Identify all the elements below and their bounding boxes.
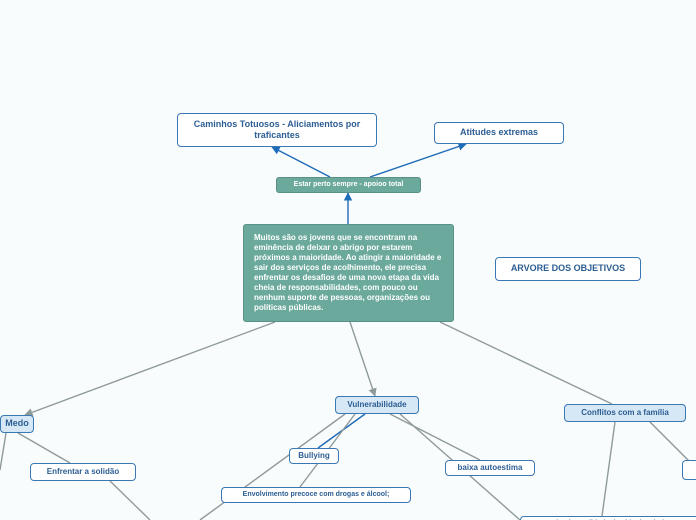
node-falta[interactable]: Falta de qualidade de vida doméstica [520,516,696,520]
node-central[interactable]: Muitos são os jovens que se encontram na… [243,224,454,322]
node-conflitos[interactable]: Conflitos com a família [564,404,686,422]
node-solidao[interactable]: Enfrentar a solidão [30,463,136,481]
node-envolv[interactable]: Envolvimento precoce com drogas e álcool… [221,487,411,503]
node-autoestima[interactable]: baixa autoestima [445,460,535,476]
node-caminhos[interactable]: Caminhos Totuosos - Aliciamentos por tra… [177,113,377,147]
node-atitudes[interactable]: Atitudes extremas [434,122,564,144]
node-bullying[interactable]: Bullying [289,448,339,464]
node-arvore[interactable]: ARVORE DOS OBJETIVOS [495,257,641,281]
node-estar[interactable]: Estar perto sempre - apoioo total [276,177,421,193]
node-nao[interactable]: Não a [682,460,696,480]
node-medo[interactable]: Medo [0,415,34,433]
node-vulnera[interactable]: Vulnerabilidade [335,396,419,414]
diagram-canvas: Caminhos Totuosos - Aliciamentos por tra… [0,0,696,520]
